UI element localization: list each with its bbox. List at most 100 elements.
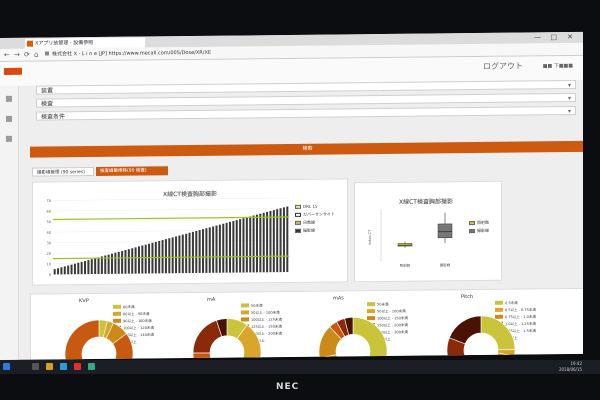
bar bbox=[255, 214, 258, 273]
menu-icon[interactable] bbox=[6, 95, 12, 102]
bar bbox=[94, 258, 97, 275]
y-tick-label: 50 bbox=[47, 220, 51, 224]
bar bbox=[134, 247, 137, 274]
url-field[interactable]: 株式会社 X · L i n e [JP] https://www.mecall… bbox=[45, 46, 445, 58]
legend-irradiation-label: 照射数 bbox=[477, 219, 489, 226]
pie-title: mAs bbox=[333, 295, 344, 301]
box-plot-panel: X線CT検査胸部撮影 Index CT 照射数 撮影線 照射数 撮影線 bbox=[354, 180, 502, 283]
legend-swatch bbox=[113, 318, 121, 323]
logout-link[interactable]: ログアウト bbox=[483, 61, 523, 71]
bar bbox=[141, 245, 144, 274]
bar bbox=[188, 232, 191, 274]
url-text: 株式会社 X · L i n e [JP] https://www.mecall… bbox=[52, 49, 212, 58]
bar bbox=[225, 222, 228, 273]
bar bbox=[57, 268, 60, 275]
box-plot: Index CT 照射数 撮影線 bbox=[368, 209, 453, 268]
legend-label: 150以上 - 200未満 bbox=[377, 322, 408, 327]
tab-exam-trend[interactable]: 検査線量推移(90 検査) bbox=[96, 166, 168, 176]
filter-conditions-label: 検査条件 bbox=[41, 113, 66, 121]
bar bbox=[90, 259, 93, 275]
forward-icon[interactable]: → bbox=[14, 50, 20, 59]
bar bbox=[168, 238, 171, 274]
bar bbox=[242, 218, 245, 273]
bar bbox=[276, 209, 279, 273]
legend-dose: 撮影線 bbox=[295, 228, 315, 234]
store-icon[interactable] bbox=[88, 363, 95, 370]
minimize-icon[interactable]: — bbox=[534, 33, 541, 42]
pie-title: KVP bbox=[79, 298, 89, 304]
pie-title: Pitch bbox=[461, 294, 473, 300]
bar bbox=[121, 250, 124, 274]
bar bbox=[279, 208, 282, 273]
bar bbox=[215, 225, 218, 273]
tab-series[interactable]: 撮影線管理 (90 series) bbox=[32, 167, 94, 177]
bar bbox=[272, 210, 275, 273]
bar bbox=[63, 266, 66, 275]
close-icon[interactable]: ✕ bbox=[567, 32, 573, 42]
pie-slice bbox=[64, 319, 134, 360]
home-icon[interactable]: ⌂ bbox=[34, 50, 39, 59]
bar bbox=[60, 267, 63, 275]
filter-conditions[interactable]: 検査条件 ▾ bbox=[36, 105, 576, 121]
user-name: ■■ 下■■■ bbox=[542, 62, 573, 70]
bar-chart: 0 10 20 30 40 50 60 70 bbox=[47, 197, 289, 277]
bar bbox=[191, 231, 194, 273]
pie-slice bbox=[344, 317, 354, 336]
legend-swatch bbox=[367, 309, 375, 314]
pie-slice bbox=[497, 349, 516, 357]
bar bbox=[262, 212, 265, 273]
y-tick-label: 70 bbox=[47, 199, 51, 203]
legend-swatch bbox=[495, 314, 503, 319]
legend-label: 0.5未満 bbox=[505, 300, 518, 305]
bar bbox=[218, 224, 221, 273]
filter-exam-label: 検査 bbox=[41, 100, 54, 108]
legend-label: 150以上 - 200未満 bbox=[251, 331, 282, 336]
pie-slice bbox=[480, 315, 516, 351]
bar bbox=[127, 249, 130, 274]
chevron-down-icon: ▾ bbox=[567, 108, 571, 116]
legend-label: 200以上 - 300未満 bbox=[377, 329, 408, 334]
bar bbox=[53, 269, 56, 275]
pie-slice bbox=[216, 318, 228, 337]
lock-icon bbox=[45, 51, 49, 56]
logout-icon[interactable] bbox=[6, 135, 12, 142]
app-icon[interactable] bbox=[74, 363, 81, 370]
refresh-icon[interactable]: ⟳ bbox=[24, 50, 30, 59]
search-icon[interactable] bbox=[32, 363, 39, 370]
legend-swatch bbox=[367, 316, 375, 321]
bar bbox=[97, 257, 100, 274]
search-button[interactable]: 検索 bbox=[30, 140, 583, 158]
filter-exam[interactable]: 検査 ▾ bbox=[36, 92, 576, 108]
legend-label: 1.0以上 - 1.25未満 bbox=[505, 321, 536, 326]
back-icon[interactable]: ← bbox=[4, 50, 10, 59]
y-tick-label: 30 bbox=[47, 241, 51, 245]
x-tick-label: 撮影線 bbox=[440, 262, 451, 267]
legend-swatch bbox=[495, 300, 503, 305]
bar bbox=[249, 216, 252, 273]
legend-swatch bbox=[241, 310, 249, 315]
bar bbox=[212, 226, 215, 273]
y-tick-label: 40 bbox=[47, 231, 51, 235]
bar bbox=[148, 243, 151, 274]
main-content: 装置 ▾ 検査 ▾ 検査条件 ▾ 検索 撮影線管理 (90 series) 検査… bbox=[26, 79, 583, 360]
bar bbox=[175, 236, 178, 274]
maximize-icon[interactable]: □ bbox=[550, 33, 557, 42]
legend-imaging-label: 撮影線 bbox=[477, 227, 489, 234]
gridline bbox=[53, 208, 289, 212]
bar bbox=[185, 233, 188, 274]
chevron-down-icon: ▾ bbox=[567, 95, 571, 103]
folder-icon[interactable] bbox=[46, 363, 53, 370]
legend-label: 80未満 bbox=[123, 304, 135, 309]
browser-icon[interactable] bbox=[60, 363, 67, 370]
bar bbox=[222, 223, 225, 273]
legend-label: 80以上 - 90未満 bbox=[123, 311, 150, 316]
start-icon[interactable] bbox=[3, 363, 10, 370]
bar bbox=[67, 265, 70, 275]
legend-label: 100以上 - 150未満 bbox=[377, 315, 408, 320]
bar bbox=[84, 260, 87, 275]
legend-label: 0.5以上 - 0.75未満 bbox=[505, 307, 536, 312]
user-icon[interactable] bbox=[6, 115, 12, 122]
bar bbox=[208, 227, 211, 273]
bar bbox=[245, 217, 248, 273]
legend-swatch bbox=[241, 303, 249, 308]
